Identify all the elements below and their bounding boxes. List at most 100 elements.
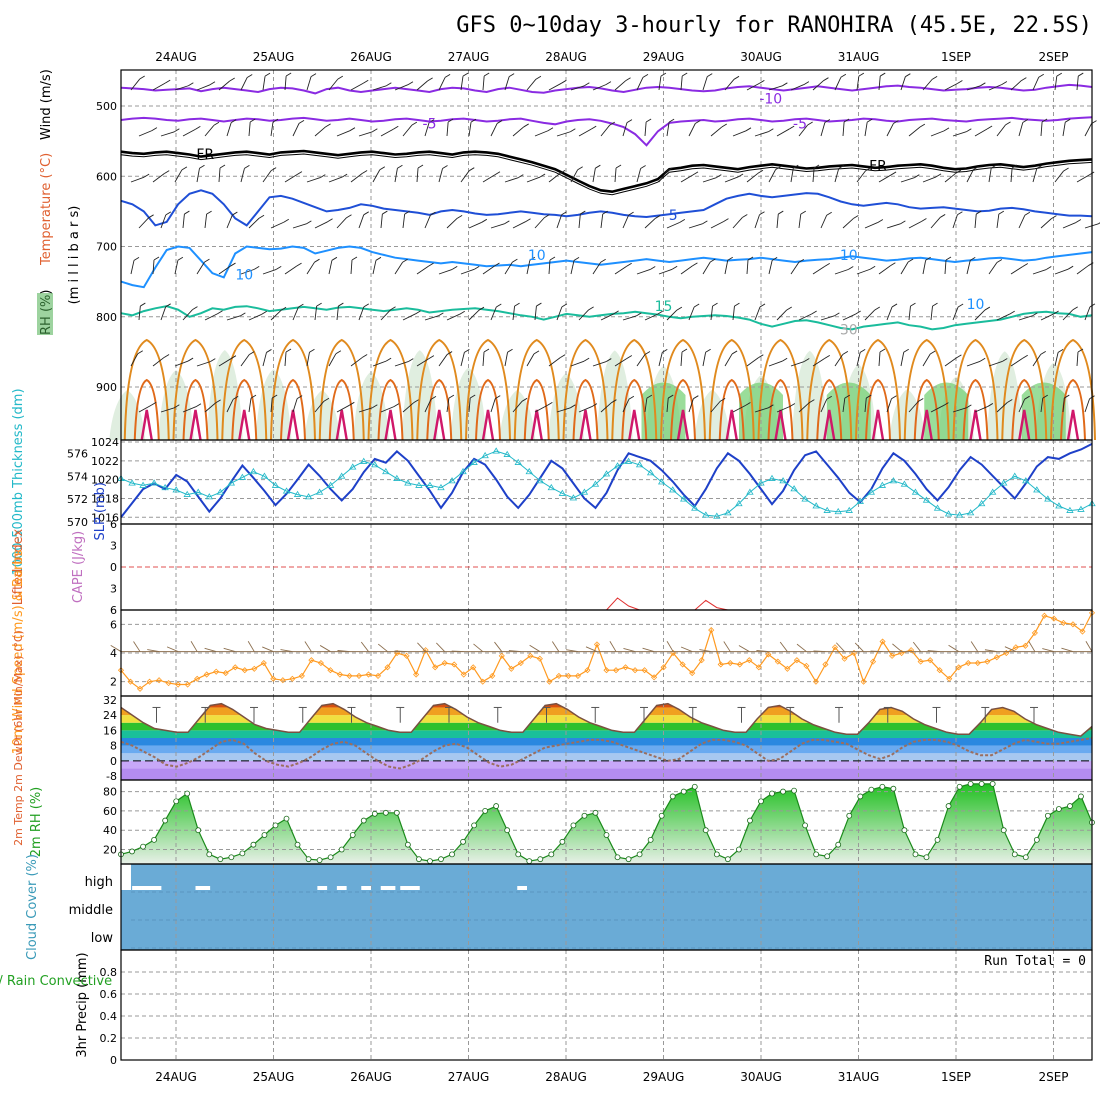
rh-marker <box>658 812 665 819</box>
rh-marker <box>460 838 466 845</box>
wind-barb <box>446 398 450 413</box>
wind-barb-flag <box>140 302 146 307</box>
wind-barb <box>328 176 343 183</box>
rh-marker <box>206 851 213 858</box>
wind-barb-flag <box>745 402 751 406</box>
wind-barb-flag <box>824 262 830 267</box>
rh-marker <box>824 853 831 860</box>
wind-barb <box>306 177 321 183</box>
thickness-marker <box>1033 486 1041 493</box>
rh-marker <box>1044 812 1051 819</box>
rh-marker <box>636 851 643 858</box>
wind-barb <box>468 122 472 137</box>
wind-barb <box>988 361 1003 367</box>
wind-barb-flag <box>296 395 303 400</box>
wind-barb-flag <box>1046 266 1052 270</box>
wind-barb-flag <box>351 256 358 261</box>
wind-speed-marker <box>784 665 791 672</box>
rh-marker <box>956 783 963 790</box>
wind-barb <box>292 223 307 229</box>
wind-barb <box>284 352 287 367</box>
rh-marker <box>360 817 367 824</box>
wind-barb-10m <box>948 644 959 652</box>
thickness-marker <box>867 488 876 495</box>
wind-barb-flag <box>512 258 518 263</box>
wind-barb-flag <box>727 256 733 261</box>
wind-barb <box>864 309 876 321</box>
thickness-marker <box>459 467 467 475</box>
wind-barb-flag <box>742 214 748 218</box>
wind-barb-flag <box>246 74 253 78</box>
wind-speed-marker <box>584 667 591 674</box>
date-label-bottom: 2SEP <box>1038 1070 1068 1084</box>
wind-speed-marker <box>222 670 229 677</box>
wind-barb-flag <box>470 118 477 123</box>
wind-speed-marker <box>270 675 277 682</box>
wind-speed-marker <box>708 627 715 634</box>
wind-speed-marker <box>984 658 991 665</box>
wind-barb <box>658 76 662 91</box>
date-label-top: 25AUG <box>253 50 295 64</box>
wind-barb-flag <box>590 125 597 130</box>
wind-barb <box>526 260 531 275</box>
wind-barb <box>174 169 183 183</box>
thickness-marker <box>1011 472 1019 479</box>
wind-barb <box>834 269 849 275</box>
warm-contour <box>611 338 658 441</box>
thickness-marker <box>337 472 346 479</box>
wind-barb <box>1010 357 1023 367</box>
wind-speed-marker <box>755 664 762 671</box>
wind-barb <box>666 122 670 137</box>
wind-barb <box>842 122 845 137</box>
wind-barb-flag <box>957 303 964 308</box>
wind-barb <box>534 217 545 229</box>
hot-contour <box>189 409 202 441</box>
wind-barb-flag <box>561 211 567 216</box>
wind-barb-flag <box>363 79 369 84</box>
wind-barb-flag <box>705 348 711 353</box>
wind-speed-marker <box>451 661 458 668</box>
wind-speed-marker <box>793 657 800 664</box>
wind-barb-flag <box>469 167 475 172</box>
wind-barb <box>482 352 485 367</box>
wind-barb <box>1084 306 1091 321</box>
contour-label: -5 <box>423 117 437 133</box>
temperature-label: Temperature (°C) <box>39 153 54 266</box>
rh-marker <box>438 856 444 863</box>
wind-barb-flag <box>361 170 368 174</box>
wind-barb <box>174 85 189 91</box>
wind-barb-flag <box>213 121 220 126</box>
wind-barb-flag <box>456 214 463 219</box>
wind-barb-flag <box>151 127 158 131</box>
pressure-tick: 600 <box>96 170 117 183</box>
rh-marker <box>162 817 169 824</box>
wind-barb <box>372 360 387 367</box>
wind-barb <box>996 214 1000 229</box>
wind-barb <box>284 174 298 183</box>
wind-barb <box>394 361 409 367</box>
wind-barb-flag <box>681 348 688 353</box>
thickness-marker <box>746 488 754 495</box>
wind-barb-flag <box>504 220 510 225</box>
rh-marker <box>140 843 146 850</box>
temp-band <box>121 703 1092 708</box>
isotherm-line <box>120 116 1093 147</box>
thickness-marker <box>183 490 191 497</box>
thickness-marker <box>205 493 213 500</box>
rh-marker <box>1055 806 1062 812</box>
wind-barb-flag <box>990 164 997 169</box>
wind-barb <box>1062 309 1074 321</box>
rh-tick: 40 <box>103 824 117 837</box>
wind-barb <box>1010 168 1013 183</box>
hot-contour <box>920 409 933 441</box>
wind-speed-marker <box>679 661 686 668</box>
wind-speed-marker <box>565 672 572 679</box>
wind-barb-flag <box>523 123 529 128</box>
wind-barb-flag <box>1078 72 1084 77</box>
temp-band <box>121 730 1092 738</box>
wind-barb <box>490 306 497 321</box>
wind-barb <box>314 400 325 413</box>
warm-contour-inner <box>231 378 258 441</box>
wind-barb-flag <box>606 358 612 362</box>
wind-barb <box>1010 80 1022 91</box>
